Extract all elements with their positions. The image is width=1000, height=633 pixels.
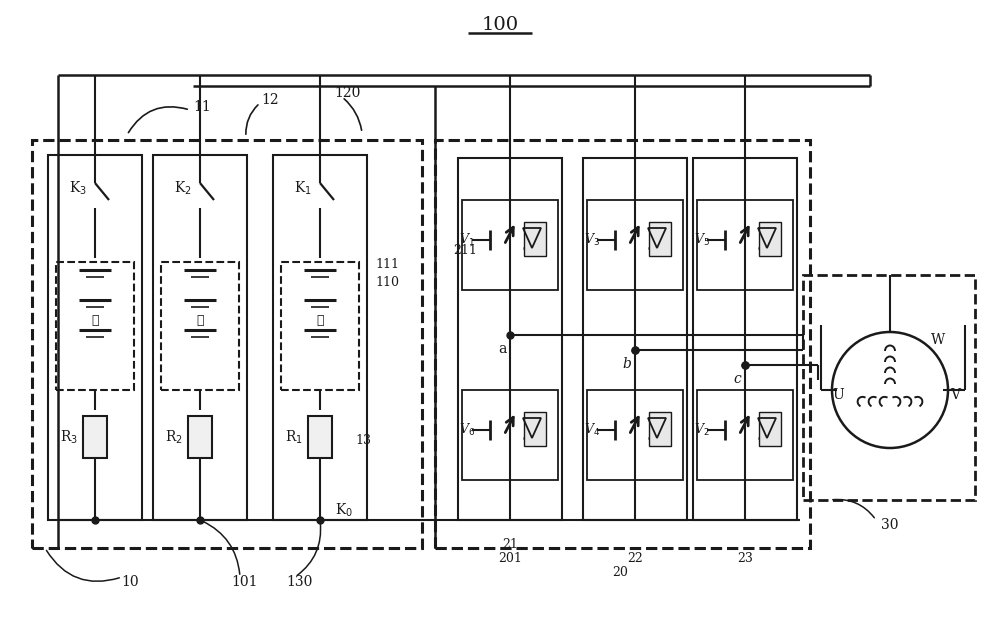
Text: c: c (733, 372, 741, 386)
Text: K$_0$: K$_0$ (335, 501, 353, 518)
Text: W: W (931, 333, 945, 347)
Bar (458, 158, 562, 520)
Bar (803, 275, 975, 500)
Text: R$_3$: R$_3$ (60, 429, 78, 446)
Text: V: V (950, 388, 960, 402)
Text: 110: 110 (375, 275, 399, 289)
Bar (759, 222, 781, 256)
Bar (161, 262, 239, 390)
Bar (649, 412, 671, 446)
Bar (462, 390, 558, 480)
Text: ⋮: ⋮ (91, 313, 99, 327)
Text: 22: 22 (627, 551, 643, 565)
Text: R$_2$: R$_2$ (165, 429, 183, 446)
Text: R$_1$: R$_1$ (285, 429, 303, 446)
Text: 211: 211 (453, 244, 477, 256)
Text: 11: 11 (193, 100, 211, 114)
Text: K$_2$: K$_2$ (174, 179, 192, 197)
Text: V$_5$: V$_5$ (694, 232, 710, 248)
Text: 10: 10 (121, 575, 139, 589)
Bar (281, 262, 359, 390)
Text: ⋮: ⋮ (316, 313, 324, 327)
Bar (435, 140, 810, 548)
Text: 12: 12 (261, 93, 279, 107)
Bar (188, 416, 212, 458)
Text: 20: 20 (612, 565, 628, 579)
Text: K$_1$: K$_1$ (294, 179, 312, 197)
Text: 21: 21 (502, 539, 518, 551)
Bar (693, 158, 797, 520)
Bar (583, 158, 687, 520)
Bar (153, 155, 247, 520)
Text: 23: 23 (737, 551, 753, 565)
Bar (587, 390, 683, 480)
Bar (759, 412, 781, 446)
Text: V$_6$: V$_6$ (459, 422, 475, 438)
Text: 100: 100 (481, 16, 519, 34)
Bar (83, 416, 107, 458)
Bar (587, 200, 683, 290)
Bar (649, 222, 671, 256)
Text: b: b (623, 357, 631, 371)
Text: 30: 30 (881, 518, 899, 532)
Bar (32, 140, 422, 548)
Text: 120: 120 (335, 86, 361, 100)
Bar (462, 200, 558, 290)
Bar (524, 412, 546, 446)
Text: V$_4$: V$_4$ (584, 422, 600, 438)
Text: V$_1$: V$_1$ (459, 232, 475, 248)
Text: 111: 111 (375, 258, 399, 272)
Text: 130: 130 (287, 575, 313, 589)
Bar (524, 222, 546, 256)
Bar (697, 200, 793, 290)
Bar (697, 390, 793, 480)
Text: 101: 101 (232, 575, 258, 589)
Text: a: a (498, 342, 506, 356)
Text: ⋮: ⋮ (196, 313, 204, 327)
Text: 13: 13 (355, 434, 371, 446)
Bar (56, 262, 134, 390)
Bar (308, 416, 332, 458)
Text: V$_3$: V$_3$ (584, 232, 600, 248)
Text: U: U (832, 388, 844, 402)
Text: K$_3$: K$_3$ (69, 179, 87, 197)
Text: V$_2$: V$_2$ (694, 422, 710, 438)
Text: 201: 201 (498, 551, 522, 565)
Bar (273, 155, 367, 520)
Bar (48, 155, 142, 520)
